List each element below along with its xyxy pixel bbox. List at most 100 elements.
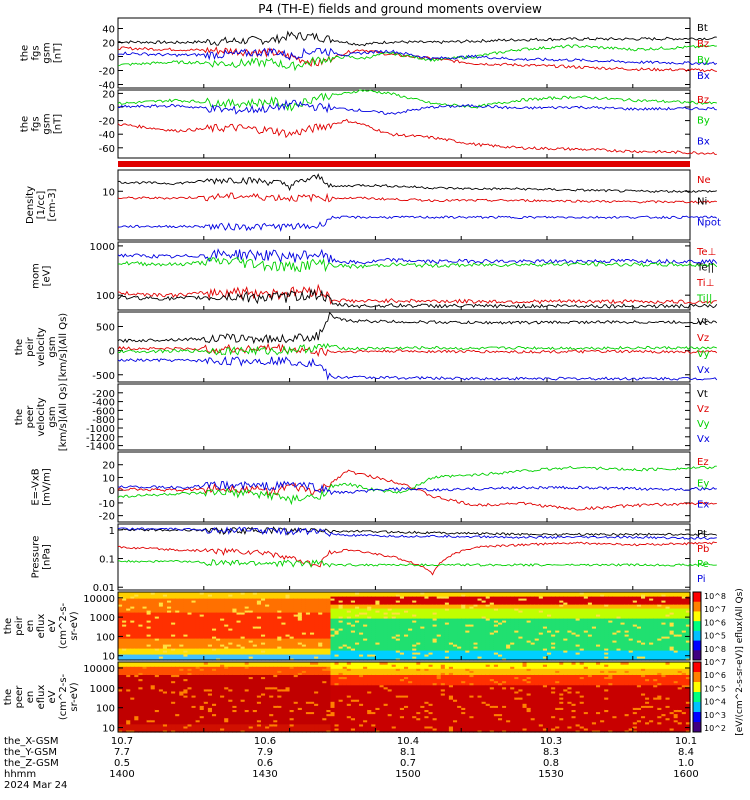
heatmap-cell: [175, 612, 180, 615]
heatmap-cell: [412, 604, 417, 607]
heatmap-cell: [265, 650, 270, 653]
heatmap-cell: [387, 614, 393, 617]
heatmap-cell: [408, 650, 413, 653]
heatmap-cell: [559, 640, 564, 643]
heatmap-cell: [473, 636, 479, 639]
heatmap-cell: [162, 638, 168, 641]
heatmap-cell: [616, 630, 622, 633]
heatmap-cell: [559, 654, 564, 657]
heatmap-cell: [142, 616, 148, 619]
heatmap-cell: [371, 638, 376, 641]
heatmap-cell: [293, 592, 299, 595]
heatmap-cell: [130, 592, 135, 595]
heatmap-cell: [301, 622, 307, 625]
heatmap-cell: [326, 648, 332, 651]
heatmap-cell: [338, 642, 344, 645]
heatmap-cell: [485, 648, 491, 651]
heatmap-cell: [338, 646, 344, 649]
heatmap-cell: [305, 636, 311, 639]
heatmap-cell: [498, 612, 503, 615]
heatmap-cell: [162, 658, 168, 661]
heatmap-cell: [338, 648, 344, 651]
heatmap-cell: [199, 634, 205, 637]
heatmap-cell: [620, 608, 626, 611]
heatmap-cell: [195, 622, 201, 625]
heatmap-cell: [118, 630, 123, 633]
heatmap-cell: [575, 622, 581, 625]
heatmap-cell: [436, 620, 442, 623]
heatmap-cell: [171, 632, 176, 635]
heatmap-cell: [277, 596, 282, 599]
heatmap-cell: [244, 614, 250, 617]
heatmap-cell: [285, 628, 291, 631]
heatmap-cell: [122, 612, 127, 615]
heatmap-cell: [273, 654, 278, 657]
heatmap-cell: [469, 636, 475, 639]
heatmap-cell: [269, 606, 274, 609]
heatmap-cell: [657, 654, 662, 657]
heatmap-cell: [236, 658, 242, 661]
heatmap-cell: [371, 610, 376, 613]
heatmap-cell: [534, 624, 540, 627]
heatmap-cell: [118, 624, 123, 627]
heatmap-cell: [338, 644, 344, 647]
heatmap-cell: [645, 604, 650, 607]
heatmap-cell: [301, 616, 307, 619]
heatmap-cell: [465, 622, 470, 625]
heatmap-cell: [628, 636, 634, 639]
heatmap-cell: [244, 602, 250, 605]
heatmap-cell: [448, 648, 454, 651]
heatmap-cell: [179, 618, 184, 621]
heatmap-cell: [526, 614, 532, 617]
heatmap-cell: [314, 602, 319, 605]
heatmap-cell: [199, 608, 205, 611]
heatmap-cell: [669, 598, 675, 601]
heatmap-cell: [436, 612, 442, 615]
heatmap-cell: [510, 608, 515, 611]
heatmap-cell: [240, 646, 246, 649]
heatmap-cell: [367, 644, 372, 647]
heatmap-cell: [318, 606, 323, 609]
heatmap-cell: [350, 634, 356, 637]
heatmap-cell: [236, 596, 242, 599]
heatmap-cell: [661, 596, 667, 599]
heatmap-cell: [612, 622, 618, 625]
heatmap-cell: [346, 618, 352, 621]
heatmap-cell: [387, 640, 393, 643]
heatmap-cell: [612, 628, 618, 631]
heatmap-cell: [620, 624, 626, 627]
heatmap-cell: [444, 614, 450, 617]
heatmap-cell: [261, 622, 266, 625]
heatmap-cell: [624, 636, 630, 639]
heatmap-cell: [232, 618, 238, 621]
heatmap-cell: [514, 644, 519, 647]
heatmap-cell: [207, 634, 213, 637]
heatmap-cell: [502, 658, 507, 661]
heatmap-cell: [350, 626, 356, 629]
heatmap-cell: [314, 636, 319, 639]
heatmap-cell: [248, 636, 254, 639]
heatmap-cell: [657, 604, 662, 607]
heatmap-cell: [498, 602, 503, 605]
heatmap-cell: [408, 614, 413, 617]
heatmap-cell: [301, 630, 307, 633]
heatmap-cell: [461, 640, 466, 643]
heatmap-cell: [203, 618, 209, 621]
heatmap-cell: [530, 642, 536, 645]
heatmap-cell: [685, 642, 691, 645]
heatmap-cell: [493, 612, 499, 615]
heatmap-cell: [575, 618, 581, 621]
heatmap-cell: [367, 620, 372, 623]
heatmap-cell: [326, 654, 332, 657]
heatmap-cell: [620, 620, 626, 623]
heatmap-cell: [289, 642, 295, 645]
heatmap-cell: [649, 610, 654, 613]
heatmap-cell: [530, 632, 536, 635]
heatmap-cell: [448, 606, 454, 609]
heatmap-cell: [138, 594, 144, 597]
heatmap-cell: [122, 632, 127, 635]
heatmap-cell: [261, 592, 266, 595]
heatmap-cell: [416, 602, 421, 605]
heatmap-cell: [305, 626, 311, 629]
heatmap-cell: [244, 642, 250, 645]
